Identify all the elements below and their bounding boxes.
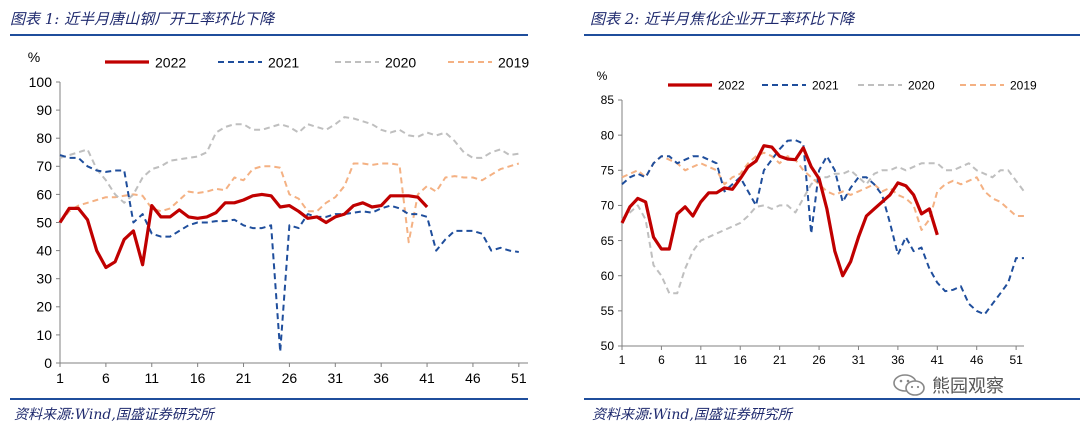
x-tick-label: 6: [658, 353, 665, 367]
y-tick-label: 100: [29, 74, 53, 90]
y-tick-label: 65: [601, 234, 615, 248]
series-line-2020: [621, 162, 1025, 295]
x-tick-label: 31: [852, 353, 866, 367]
x-tick-label: 46: [970, 353, 984, 367]
y-tick-label: 70: [601, 199, 615, 213]
y-tick-label: 55: [601, 304, 615, 318]
series-line-2021: [59, 154, 519, 353]
y-tick-label: 80: [601, 128, 615, 142]
x-tick-label: 26: [282, 370, 298, 386]
watermark: 熊园观察: [892, 370, 1062, 400]
x-tick-label: 16: [190, 370, 206, 386]
x-tick-label: 11: [695, 353, 708, 367]
legend-label-2022: 2022: [718, 79, 745, 93]
x-tick-label: 36: [373, 370, 389, 386]
y-tick-label: 10: [36, 327, 52, 343]
y-tick-label: 90: [36, 102, 52, 118]
x-tick-label: 16: [734, 353, 748, 367]
source-rule: [584, 398, 1080, 400]
x-tick-label: 26: [812, 353, 826, 367]
watermark-text: 熊园观察: [932, 376, 1004, 397]
y-tick-label: 70: [36, 158, 52, 174]
wechat-icon: [893, 374, 925, 396]
source-rule: [10, 398, 528, 400]
x-tick-label: 46: [465, 370, 481, 386]
x-tick-label: 51: [1009, 353, 1023, 367]
series-line-2021: [621, 139, 1024, 316]
source-note: 资料来源:Wind,国盛证券研究所: [14, 407, 214, 423]
y-tick-label: 0: [44, 355, 52, 371]
y-tick-label: 50: [601, 339, 615, 353]
x-tick-label: 11: [144, 370, 159, 386]
figure-title: 图表 2: 近半月焦化企业开工率环比下降: [590, 10, 855, 28]
y-tick-label: 80: [36, 130, 52, 146]
title-rule: [10, 34, 528, 36]
legend-label-2020: 2020: [385, 54, 416, 70]
legend-label-2020: 2020: [908, 79, 935, 93]
x-tick-label: 31: [328, 370, 344, 386]
y-tick-label: 50: [36, 214, 52, 230]
x-tick-label: 1: [56, 370, 64, 386]
figure-title: 图表 1: 近半月唐山钢厂开工率环比下降: [10, 10, 275, 28]
y-tick-label: 20: [36, 299, 52, 315]
y-axis-label: %: [597, 69, 608, 83]
series-line-2019: [59, 162, 520, 244]
x-tick-label: 41: [931, 353, 945, 367]
y-axis-label: %: [28, 49, 40, 65]
x-tick-label: 41: [419, 370, 435, 386]
x-tick-label: 21: [236, 370, 252, 386]
chart-panel-coking: 图表 2: 近半月焦化企业开工率环比下降 50 55 60 65 70 75 80 85 1 6 1…: [540, 0, 1080, 430]
series-line-2022: [620, 144, 939, 278]
legend-label-2021: 2021: [268, 54, 299, 70]
legend-label-2019: 2019: [1010, 79, 1037, 93]
y-tick-label: 85: [601, 93, 615, 107]
y-tick-label: 60: [601, 269, 615, 283]
x-tick-label: 6: [102, 370, 110, 386]
y-tick-label: 75: [601, 163, 615, 177]
legend-label-2019: 2019: [498, 54, 529, 70]
x-tick-label: 21: [773, 353, 787, 367]
legend-label-2021: 2021: [812, 79, 839, 93]
chart-panel-steel: 图表 1: 近半月唐山钢厂开工率环比下降 0 10 20 30 40 50 60 70 80 90…: [10, 10, 530, 423]
x-tick-label: 1: [619, 353, 626, 367]
title-rule: [584, 34, 1080, 36]
y-tick-label: 30: [36, 271, 52, 287]
legend-label-2022: 2022: [155, 54, 186, 70]
x-tick-label: 51: [511, 370, 527, 386]
y-tick-label: 40: [36, 243, 52, 259]
y-tick-label: 60: [36, 186, 52, 202]
source-note: 资料来源:Wind,国盛证券研究所: [592, 407, 792, 423]
series-line-2020: [59, 116, 519, 204]
series-line-2022: [58, 192, 429, 270]
x-tick-label: 36: [891, 353, 905, 367]
